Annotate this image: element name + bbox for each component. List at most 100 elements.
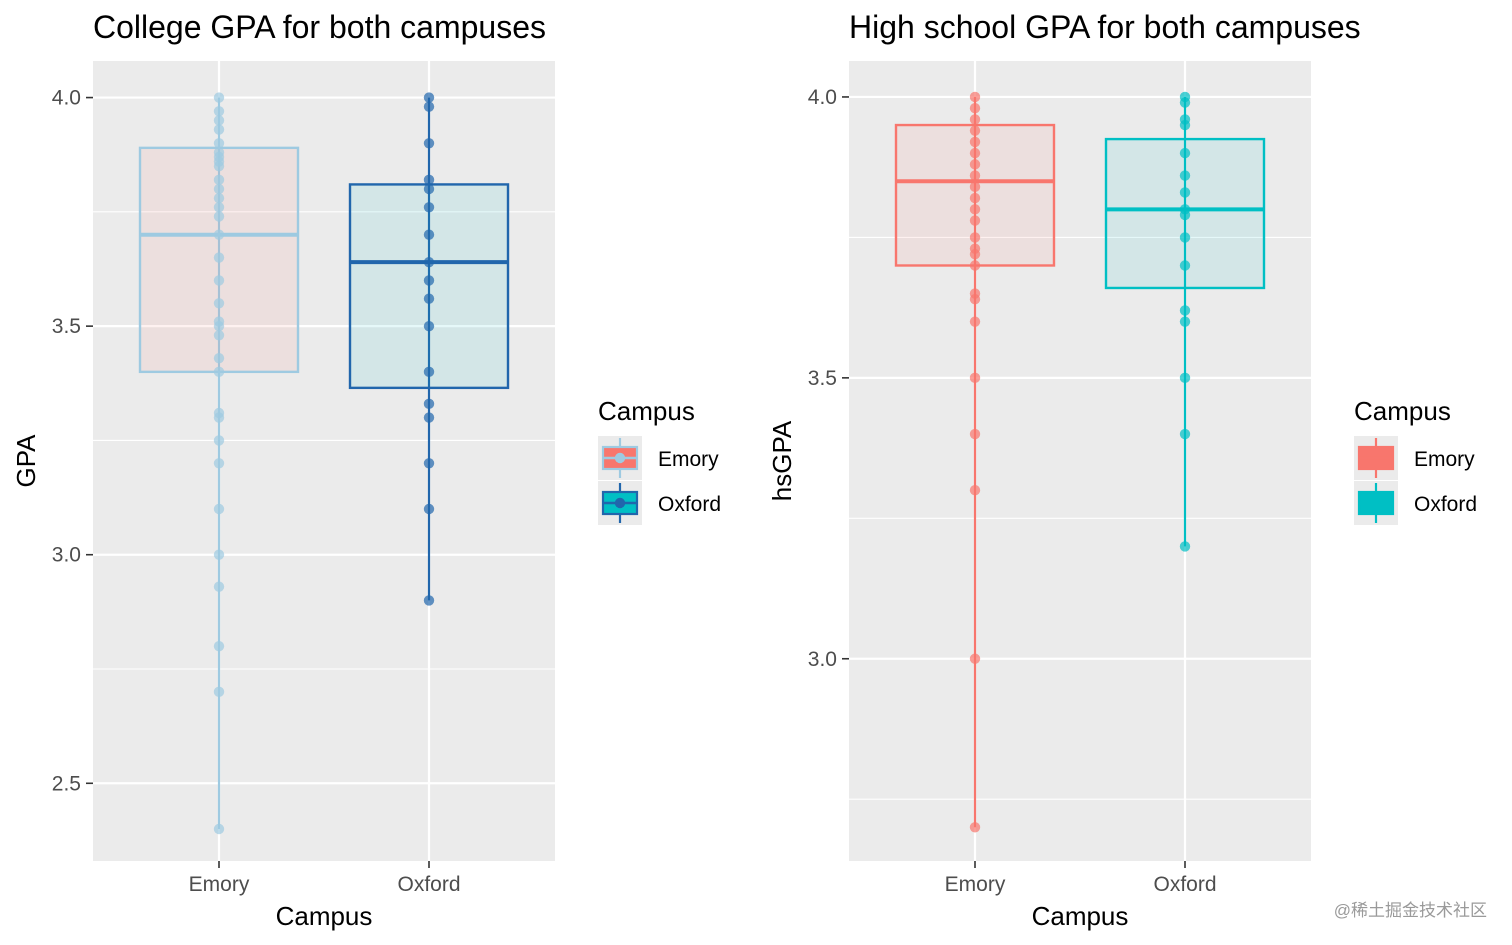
data-point [213, 412, 225, 423]
data-point [213, 115, 225, 126]
data-point [213, 192, 225, 204]
data-point [969, 192, 981, 204]
data-point [1179, 119, 1191, 131]
axes: 3.0 3.5 4.0 Emory Oxford [808, 86, 1217, 896]
data-point [213, 686, 225, 698]
data-point [1179, 541, 1191, 552]
data-point [213, 549, 225, 560]
data-point [969, 316, 981, 327]
data-point [423, 183, 435, 195]
data-point [423, 101, 435, 112]
hs-gpa-chart: High school GPA for both campuses 3.0 3.5… [767, 9, 1477, 931]
data-point [423, 92, 435, 103]
data-point [1179, 147, 1191, 159]
data-point [423, 320, 435, 332]
data-point [969, 125, 981, 136]
y-tick-label: 4.0 [52, 87, 81, 110]
data-point [969, 215, 981, 226]
data-point [969, 485, 981, 496]
legend-label-emory: Emory [658, 448, 719, 471]
legend-keys: Emory Oxford [598, 436, 721, 525]
y-axis-label: GPA [11, 434, 41, 488]
data-point [1179, 428, 1191, 440]
legend-label-emory: Emory [1414, 448, 1475, 471]
data-point [213, 211, 225, 222]
data-point [1179, 170, 1191, 181]
y-tick-label: 3.0 [52, 544, 81, 567]
data-point [1179, 305, 1191, 316]
data-point [423, 293, 435, 304]
legend-key-point [614, 452, 626, 464]
legend-label-oxford: Oxford [1414, 493, 1477, 516]
data-point [423, 412, 435, 423]
data-point [969, 170, 981, 181]
box-oxford [348, 183, 510, 390]
data-point [969, 653, 981, 664]
data-point [213, 640, 225, 652]
data-point [1179, 260, 1191, 271]
data-point [423, 458, 435, 469]
data-point [213, 183, 225, 195]
data-point [1179, 187, 1191, 198]
data-point [213, 435, 225, 446]
data-point [1179, 209, 1191, 221]
data-point [213, 298, 225, 309]
x-tick-label: Emory [189, 873, 250, 896]
college-gpa-chart: College GPA for both campuses 2.5 3.0 3.5 4… [11, 9, 721, 931]
data-point [969, 102, 981, 114]
y-tick-label: 2.5 [52, 772, 81, 795]
data-point [969, 260, 981, 271]
data-point [969, 114, 981, 125]
y-tick-label: 3.0 [808, 648, 837, 671]
data-point [969, 249, 981, 260]
legend: Campus Emory Oxford [598, 396, 721, 525]
chart-title: College GPA for both campuses [93, 9, 546, 45]
legend: Campus Emory Oxford [1354, 396, 1477, 525]
box-layer [138, 92, 510, 835]
data-point [969, 204, 981, 215]
data-point [969, 294, 981, 305]
data-point [213, 366, 225, 378]
data-point [1179, 97, 1191, 108]
data-point [423, 174, 435, 186]
y-tick-label: 3.5 [808, 367, 837, 390]
x-tick-label: Oxford [397, 873, 460, 896]
y-tick-label: 4.0 [808, 86, 837, 109]
legend-key-point [614, 497, 626, 509]
data-point [213, 252, 225, 263]
y-tick-label: 3.5 [52, 315, 81, 338]
data-point [213, 320, 225, 332]
data-point [969, 136, 981, 148]
data-point [213, 160, 225, 172]
data-point [423, 138, 435, 149]
data-point [213, 503, 225, 515]
x-tick-label: Emory [945, 873, 1006, 896]
data-point [213, 275, 225, 286]
box-layer [894, 91, 1266, 833]
chart-title: High school GPA for both campuses [849, 9, 1361, 45]
data-point [423, 366, 435, 378]
data-point [423, 503, 435, 515]
legend-label-oxford: Oxford [658, 493, 721, 516]
x-tick-label: Oxford [1153, 873, 1216, 896]
plot-panel [849, 61, 1311, 861]
data-point [423, 595, 435, 606]
watermark: @稀土掘金技术社区 [1334, 901, 1487, 920]
y-axis-label: hsGPA [767, 420, 797, 501]
data-point [969, 181, 981, 193]
data-point [1179, 372, 1191, 384]
legend-title: Campus [1354, 396, 1451, 426]
data-point [969, 159, 981, 170]
data-point [969, 822, 981, 833]
legend-keys: Emory Oxford [1354, 436, 1477, 525]
legend-title: Campus [598, 396, 695, 426]
plot-panel [93, 61, 555, 861]
x-axis-label: Campus [276, 901, 373, 931]
data-point [1179, 316, 1191, 327]
data-point [969, 428, 981, 440]
data-point [213, 330, 225, 341]
data-point [423, 202, 435, 213]
data-point [213, 458, 225, 469]
data-point [969, 147, 981, 159]
